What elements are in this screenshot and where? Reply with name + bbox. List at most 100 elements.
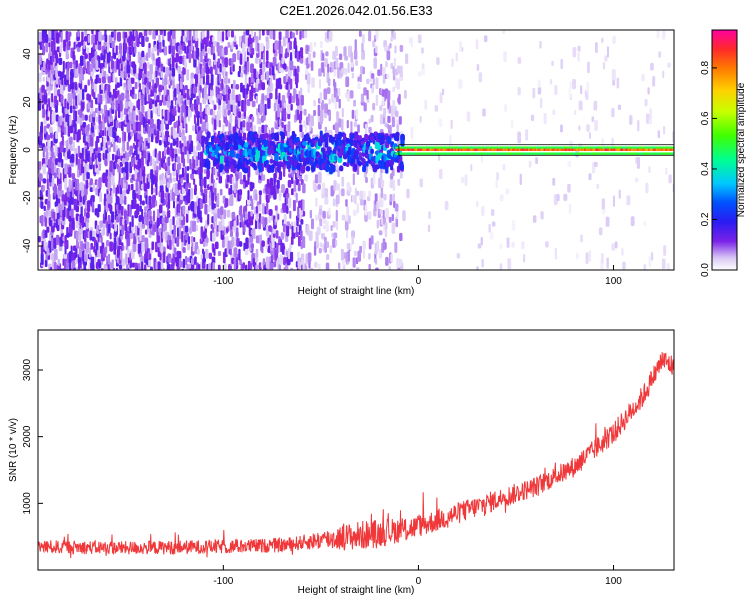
spectrogram-cell [111,259,114,269]
spectrogram-cell [141,208,144,217]
spectrogram-cell [89,155,92,165]
spectrogram-cell [355,267,360,270]
spectrogram-cell [353,99,357,107]
spectrogram-cell [116,31,121,42]
spectrogram-cell [278,77,282,86]
spectrogram-cell [368,118,371,124]
spectrogram-cell [96,211,100,218]
spectrogram-cell [391,213,394,222]
spectrogram-cell [367,196,371,202]
spectrogram-cell [124,195,127,205]
spectrogram-cell [340,118,344,131]
spectrogram-cell [205,93,209,101]
spectrogram-cell [148,258,152,267]
spectrogram-cell [286,205,289,214]
spectrogram-cell [278,236,281,244]
spectrogram-cell [379,137,383,146]
spectrogram-cell [156,94,160,103]
spectrogram-cell [299,87,303,96]
spectrogram-cell [464,174,468,186]
spectrogram-cell [87,216,90,223]
spectrogram-cell [95,116,100,123]
spectrogram-cell [300,165,306,174]
spectrogram-cell [375,258,378,265]
spectrogram-cell [392,32,396,40]
spectrogram-cell [366,89,369,100]
spectrogram-cell [274,205,278,211]
spectrogram-cell [290,267,294,270]
spectrogram-cell [206,30,210,39]
spectrogram-cell [345,215,348,222]
spectrogram-cell [456,252,461,259]
spectrogram-cell [212,243,215,253]
spectrogram-cell [163,46,168,56]
spectrogram-cell [481,205,485,216]
spectrogram-cell [357,82,361,90]
spectrogram-cell [253,125,256,134]
spectrogram-cell [184,84,188,91]
spectrogram-cell [133,93,137,100]
spectrogram-cell [517,57,522,64]
spectrogram-cell [87,34,90,44]
spectrogram-cell [366,78,370,85]
spectrogram-cell [171,148,175,159]
spectrogram-cell [161,131,165,140]
spectrogram-cell [171,114,176,122]
spectrogram-cell [280,131,286,140]
spectrogram-cell [92,195,95,203]
spectrogram-cell [89,178,93,186]
spectrogram-cell [45,151,49,160]
spectrogram-cell [393,136,399,141]
spectrogram-cell [383,193,387,201]
spectrogram-cell [120,206,124,216]
spectrogram-cell [360,93,365,103]
spectrogram-cell [392,65,395,75]
spectrogram-cell [211,230,216,242]
spectrogram-cell [125,244,129,251]
spectrogram-cell [392,73,396,81]
spectrogram-cell [648,118,653,125]
spectrogram-cell [199,111,203,117]
spectrogram-cell [162,210,166,217]
spectrogram-cell [321,99,325,111]
spectrogram-cell [323,88,328,100]
spectrogram-cell [172,78,175,90]
spectrogram-cell [152,158,155,170]
spectrogram-cell [268,67,272,76]
spectrogram-cell [76,178,80,191]
spectrogram-cell [611,137,614,147]
snr-y-tick-label: 1000 [22,492,33,515]
spectrogram-cell [318,247,322,254]
spectrogram-y-tick-label: -40 [22,238,33,253]
spectrogram-cell [126,214,129,225]
spectrogram-cell [124,99,128,109]
spectrogram-cell [200,254,203,261]
spectrogram-cell [55,76,59,85]
spectrogram-cell [60,83,64,95]
spectrogram-cell [499,243,503,250]
spectrogram-cell [92,260,95,270]
spectrogram-cell [539,97,543,109]
spectrogram-cell [75,204,80,213]
spectrogram-cell [224,198,229,208]
spectrogram-cell [294,89,297,96]
spectrogram-cell [117,148,120,157]
spectrogram-cell [405,53,409,65]
spectrogram-cell [329,61,334,68]
spectrogram-cell [244,97,247,104]
spectrogram-cell [317,263,321,270]
spectrogram-cell [98,102,101,112]
spectrogram-cell [96,167,100,175]
spectrogram-cell [388,216,392,223]
spectrogram-cell [157,103,161,116]
spectrogram-cell [128,55,131,63]
spectrogram-cell [301,269,303,270]
spectrogram-cell [46,226,50,233]
spectrogram-cell [554,84,558,96]
spectrogram-cell [392,99,395,109]
spectrogram-cell [361,34,365,44]
spectrogram-cell [102,224,105,236]
spectrogram-cell [139,136,143,145]
spectrogram-cell [319,208,322,216]
spectrogram-cell [345,162,350,167]
